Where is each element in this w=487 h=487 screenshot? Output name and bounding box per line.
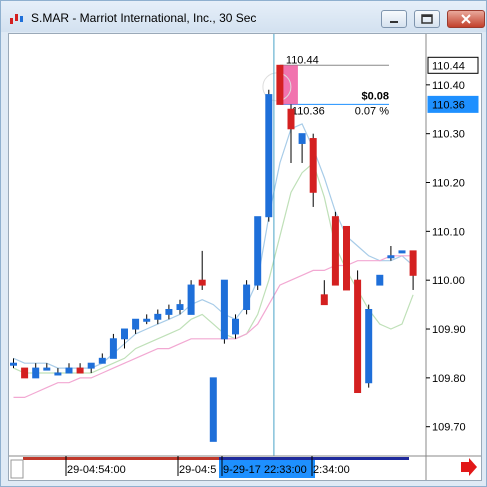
close-button[interactable] [447,10,485,28]
candle-body [354,279,362,394]
minimize-button[interactable] [381,10,407,28]
candle-body [209,377,217,442]
candle-body [254,216,262,286]
x-tick-label: 2:34:00 [313,464,350,476]
y-tick-label: 109.70 [432,422,466,434]
scroll-left-box [10,459,24,479]
candle-body [287,108,295,130]
candle-body [98,357,106,364]
y-tick-label: 110.00 [432,275,465,287]
measure-percent-label: 0.07 % [355,105,389,117]
app-icon [10,14,23,24]
candle-body [187,284,195,315]
y-tick-label: 110.40 [432,80,465,92]
candle-body [220,279,228,340]
candle-body [76,367,84,374]
candle-body [109,338,117,359]
candle-body [143,318,151,322]
y-tick-label: 109.90 [432,324,466,336]
y-tick-label: 110.20 [432,178,465,190]
candle-body [309,138,317,193]
candle-body [87,362,95,369]
window-title: S.MAR - Marriot International, Inc., 30 … [31,11,257,25]
moving-average-line [13,161,414,374]
measure-from-label: 110.44 [286,54,319,66]
candle-body [165,308,173,315]
candle-body [198,279,206,286]
candle-body [232,318,239,335]
close-icon [461,14,471,24]
candle-body [376,274,384,286]
price-label-box [427,56,479,74]
candle-body [176,304,184,310]
candle-body [365,308,373,384]
minimize-icon [390,21,398,23]
candle-body [398,250,406,254]
restore-button[interactable] [414,10,440,28]
candle-body [32,367,40,379]
candle-body [276,64,284,105]
candle-body [343,225,350,291]
price-label: 110.36 [432,99,465,111]
candle-body [320,294,328,306]
price-label: 110.44 [432,60,465,72]
candle-body [121,328,128,340]
y-tick-label: 110.10 [432,226,465,238]
scroll-bar-blue [219,457,409,460]
candle-body [387,255,395,259]
y-tick-label: 109.80 [432,373,466,385]
moving-average-line [13,255,414,398]
candle-body [331,216,339,286]
title-bar[interactable]: S.MAR - Marriot International, Inc., 30 … [1,1,486,32]
y-tick-label: 110.30 [432,129,465,141]
x-tick-label: 29-04:5 [179,464,216,476]
price-label-box [427,95,479,113]
candle-body [409,250,417,276]
x-tick-label: 29-04:54:00 [67,464,126,476]
candle-body [10,362,17,366]
price-chart[interactable]: 110.40 110.30 110.20 110.10 110.00 109.90 109.… [9,34,481,480]
scroll-bar-red [23,457,409,460]
restore-icon [421,14,433,24]
candle-body [65,367,73,374]
measure-value-label: $0.08 [361,90,389,102]
candle-body [132,318,140,330]
candle-body [43,367,51,371]
candle-body [21,367,29,379]
moving-average-line [13,123,414,369]
candle-body [265,94,273,218]
x-tick-label: 9-29-17 22:33:00 [223,464,307,476]
scroll-right-arrow-icon [461,458,477,476]
candle-body [298,133,306,144]
time-highlight-box [219,460,315,478]
measure-to-label: 110.36 [292,105,325,117]
chart-area[interactable]: 110.40 110.30 110.20 110.10 110.00 109.90 109.… [8,33,482,481]
candle-body [243,284,251,310]
candle-body [54,372,62,376]
candle-body [154,313,162,320]
